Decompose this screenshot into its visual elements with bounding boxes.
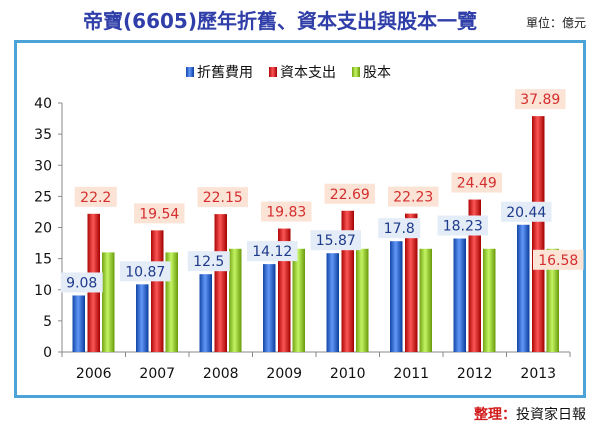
y-tick-label: 35	[34, 127, 52, 143]
data-label-bg	[60, 272, 103, 293]
bar-capital-2010	[356, 248, 369, 352]
data-label: 22.23	[393, 190, 433, 206]
x-tick-label: 2012	[457, 366, 493, 382]
data-label-bg	[247, 241, 298, 262]
bar-capital-2009	[292, 248, 305, 352]
data-label-bg	[533, 249, 584, 270]
bar-depreciation-2009	[263, 264, 276, 352]
y-tick-label: 30	[34, 158, 52, 174]
x-tick-label: 2011	[393, 366, 429, 382]
data-label: 9.08	[66, 275, 97, 291]
data-label-bg	[120, 261, 171, 282]
unit-label: 單位：億元	[525, 16, 586, 30]
data-label-bg	[515, 89, 566, 110]
data-label-bg	[378, 218, 421, 239]
data-label: 16.58	[538, 253, 578, 269]
data-label-bg	[74, 186, 117, 207]
bar-capex-2011	[405, 213, 418, 352]
bar-capital-2013	[546, 248, 559, 352]
y-tick-label: 25	[34, 189, 52, 205]
bar-depreciation-2011	[390, 241, 403, 352]
data-label: 19.54	[139, 206, 179, 222]
bar-capital-2008	[229, 248, 242, 352]
y-tick-label: 10	[34, 283, 52, 299]
chart-title: 帝寶(6605)歷年折舊、資本支出與股本一覽	[83, 9, 477, 33]
data-label: 18.23	[443, 219, 483, 235]
data-label-bg	[134, 203, 185, 224]
bar-depreciation-2012	[453, 238, 466, 352]
data-label: 15.87	[316, 233, 356, 249]
bar-capex-2007	[151, 230, 164, 352]
data-label: 22.15	[203, 190, 243, 206]
x-tick-label: 2008	[203, 366, 239, 382]
data-label: 20.44	[506, 205, 546, 221]
data-label: 12.5	[193, 254, 224, 270]
data-label-bg	[451, 172, 502, 193]
data-label: 37.89	[520, 92, 560, 108]
legend-label: 折舊費用	[197, 65, 253, 81]
legend-swatch	[269, 67, 277, 77]
bar-capex-2008	[214, 214, 227, 352]
legend-swatch	[352, 67, 360, 77]
credit-source: 投資家日報	[516, 407, 586, 423]
y-tick-label: 20	[34, 221, 52, 237]
y-tick-label: 0	[43, 345, 52, 361]
data-label: 19.83	[266, 205, 306, 221]
data-label-bg	[310, 230, 361, 251]
bar-depreciation-2013	[517, 224, 530, 352]
bar-depreciation-2010	[326, 253, 339, 352]
bar-capital-2012	[483, 248, 496, 352]
y-tick-label: 5	[43, 314, 52, 330]
legend-label: 股本	[363, 65, 391, 81]
bar-depreciation-2008	[199, 274, 212, 352]
bar-capital-2011	[419, 248, 432, 352]
data-label: 22.2	[80, 190, 111, 206]
data-label: 24.49	[457, 176, 497, 192]
data-label-bg	[197, 187, 248, 208]
bar-capex-2013	[532, 116, 545, 352]
credit-label: 整理	[474, 407, 502, 423]
legend-label: 資本支出	[280, 65, 336, 81]
data-label: 10.87	[125, 264, 165, 280]
data-label-bg	[437, 215, 488, 236]
legend-swatch	[186, 67, 194, 77]
data-label-bg	[187, 251, 230, 272]
x-tick-label: 2007	[139, 366, 175, 382]
x-tick-label: 2013	[520, 366, 556, 382]
data-label-bg	[501, 201, 552, 222]
data-label: 17.8	[384, 221, 415, 237]
bar-depreciation-2007	[136, 284, 149, 352]
data-label: 22.69	[330, 187, 370, 203]
bar-capex-2012	[468, 199, 481, 352]
bar-capital-2006	[102, 252, 115, 352]
data-label: 14.12	[252, 244, 292, 260]
y-tick-label: 15	[34, 252, 52, 268]
bar-depreciation-2006	[72, 295, 85, 352]
credit-separator: ：	[502, 407, 516, 423]
x-tick-label: 2010	[330, 366, 366, 382]
data-label-bg	[261, 201, 312, 222]
data-label-bg	[324, 183, 375, 204]
data-label-bg	[388, 186, 439, 207]
y-tick-label: 40	[34, 96, 52, 112]
credit: 整理：投資家日報	[474, 404, 586, 424]
x-tick-label: 2006	[76, 366, 112, 382]
x-tick-label: 2009	[266, 366, 302, 382]
